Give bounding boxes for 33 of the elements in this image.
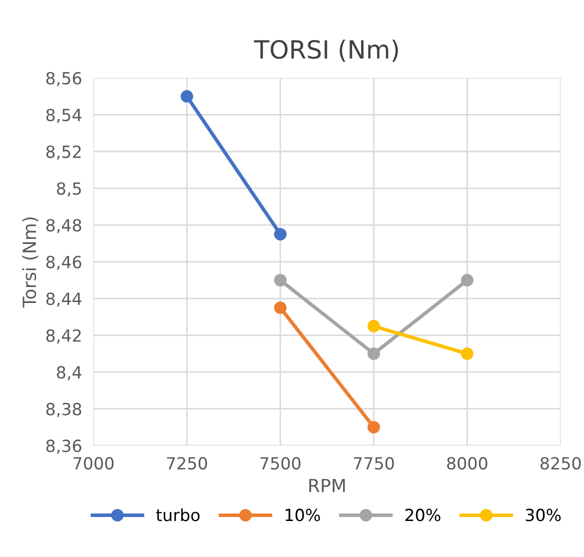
y-axis-title: Torsi (Nm) xyxy=(22,217,38,308)
legend-label: 10% xyxy=(286,508,320,522)
y-tick-label: 8,4 xyxy=(56,366,82,380)
point xyxy=(274,228,287,240)
y-tick-label: 8,56 xyxy=(46,72,82,86)
point xyxy=(274,301,287,314)
point xyxy=(180,90,194,103)
point xyxy=(460,347,474,360)
legend-label: 30% xyxy=(526,508,561,522)
x-axis-title: RPM xyxy=(309,478,345,492)
y-tick-label: 8,5 xyxy=(56,182,81,197)
y-tick-label: 8,38 xyxy=(46,402,82,418)
y-tick-label: 8,52 xyxy=(46,145,81,160)
y-tick-label: 8,44 xyxy=(46,292,82,307)
y-tick-label: 8,42 xyxy=(46,329,81,344)
x-tick-label: 7500 xyxy=(260,457,300,470)
point xyxy=(368,420,380,434)
y-tick-label: 8,48 xyxy=(46,218,82,234)
legend-label: 20% xyxy=(405,508,440,522)
point xyxy=(368,320,380,332)
y-tick-label: 8,46 xyxy=(46,256,82,270)
y-tick-label: 8,54 xyxy=(46,108,82,124)
chart-title: TORSI (Nm) xyxy=(254,40,398,62)
point xyxy=(368,347,380,360)
x-tick-label: 7750 xyxy=(354,457,394,470)
x-tick-label: 7250 xyxy=(167,457,207,470)
legend-label: turbo xyxy=(156,508,200,522)
point xyxy=(274,274,287,286)
x-tick-label: 8000 xyxy=(447,457,488,470)
x-tick-label: 8250 xyxy=(540,457,581,470)
point xyxy=(460,274,474,286)
y-tick-label: 8,36 xyxy=(46,440,82,454)
x-tick-label: 7000 xyxy=(74,457,114,470)
